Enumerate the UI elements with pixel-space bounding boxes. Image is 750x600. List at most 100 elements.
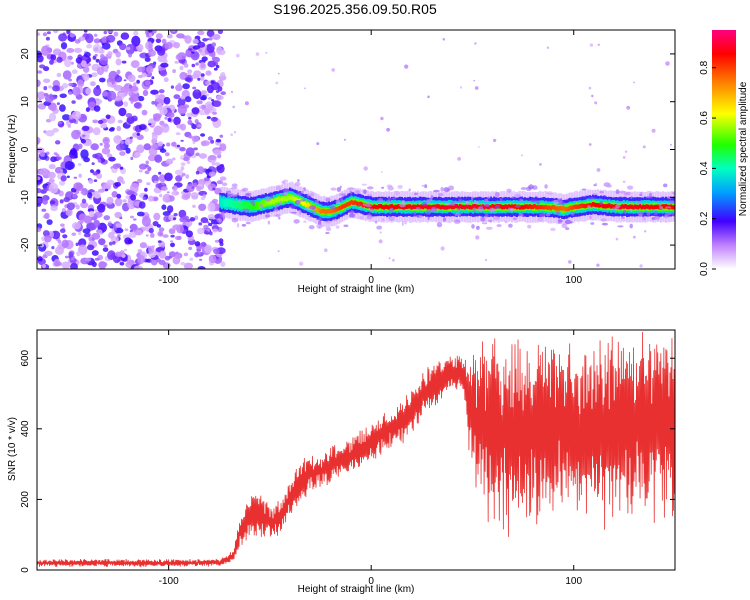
signal-band-cell bbox=[470, 205, 473, 210]
noise-blob bbox=[94, 54, 98, 57]
noise-blob bbox=[115, 223, 123, 228]
colorbar-label: Normalized spectral amplitude bbox=[738, 81, 749, 216]
signal-band-cell bbox=[335, 207, 339, 212]
noise-speck bbox=[669, 143, 673, 146]
noise-blob bbox=[157, 141, 164, 147]
noise-blob bbox=[103, 143, 110, 149]
noise-blob bbox=[82, 228, 91, 234]
signal-fringe bbox=[546, 191, 554, 195]
signal-band-cell bbox=[583, 204, 587, 209]
noise-blob bbox=[203, 230, 209, 234]
noise-blob bbox=[201, 140, 211, 146]
signal-band-cell bbox=[384, 204, 387, 209]
noise-blob bbox=[78, 213, 88, 222]
signal-fringe bbox=[544, 184, 548, 189]
noise-blob bbox=[62, 234, 68, 239]
signal-band-cell bbox=[577, 204, 580, 209]
signal-fringe bbox=[514, 193, 521, 198]
noise-blob bbox=[162, 211, 171, 217]
noise-blob bbox=[208, 37, 213, 41]
signal-fringe bbox=[454, 212, 462, 217]
signal-band-cell bbox=[280, 197, 284, 202]
noise-blob bbox=[55, 246, 64, 255]
noise-blob bbox=[69, 33, 75, 38]
signal-band-cell bbox=[621, 204, 624, 209]
noise-speck bbox=[588, 143, 592, 146]
signal-fringe bbox=[557, 199, 563, 203]
signal-fringe bbox=[450, 201, 456, 207]
noise-blob bbox=[213, 248, 220, 255]
noise-blob bbox=[107, 30, 114, 33]
noise-blob bbox=[114, 86, 120, 90]
noise-blob bbox=[48, 182, 59, 194]
signal-band-cell bbox=[473, 204, 476, 209]
noise-speck bbox=[277, 72, 280, 75]
noise-blob bbox=[45, 36, 50, 41]
signal-fringe bbox=[427, 216, 430, 221]
signal-fringe bbox=[310, 192, 315, 197]
noise-blob bbox=[179, 71, 188, 80]
noise-speck bbox=[615, 237, 619, 241]
noise-blob bbox=[176, 33, 185, 39]
noise-blob bbox=[172, 69, 177, 74]
signal-band-cell bbox=[502, 205, 505, 210]
noise-blob bbox=[92, 43, 102, 53]
signal-band-cell bbox=[344, 203, 347, 208]
signal-band-cell bbox=[240, 202, 243, 207]
noise-blob bbox=[195, 152, 200, 157]
signal-fringe bbox=[358, 203, 361, 208]
spectrogram-x-label: Height of straight line (km) bbox=[298, 284, 415, 295]
signal-fringe bbox=[307, 193, 310, 198]
signal-band-cell bbox=[629, 204, 632, 209]
noise-blob bbox=[95, 58, 100, 63]
noise-blob bbox=[175, 84, 183, 92]
noise-speck bbox=[331, 68, 336, 72]
noise-blob bbox=[130, 156, 134, 161]
noise-blob bbox=[68, 251, 74, 258]
noise-blob bbox=[44, 250, 53, 256]
signal-fringe bbox=[424, 212, 431, 215]
noise-blob bbox=[205, 70, 212, 76]
noise-blob bbox=[197, 227, 205, 235]
noise-blob bbox=[170, 85, 174, 89]
noise-blob bbox=[59, 199, 64, 204]
signal-fringe bbox=[413, 211, 417, 217]
noise-blob bbox=[114, 75, 123, 83]
noise-speck bbox=[457, 157, 461, 161]
signal-fringe bbox=[537, 217, 543, 222]
noise-blob bbox=[145, 160, 149, 165]
noise-blob bbox=[177, 104, 187, 115]
noise-blob bbox=[96, 229, 103, 234]
noise-blob bbox=[119, 43, 127, 51]
noise-blob bbox=[141, 216, 151, 227]
noise-blob bbox=[172, 256, 181, 265]
noise-speck bbox=[304, 87, 306, 90]
signal-band-cell bbox=[452, 204, 455, 210]
noise-blob bbox=[92, 153, 98, 159]
noise-blob bbox=[194, 241, 201, 247]
signal-fringe bbox=[653, 211, 658, 216]
noise-blob bbox=[207, 202, 216, 212]
spectrogram-marks bbox=[37, 30, 675, 269]
noise-blob bbox=[180, 95, 185, 100]
noise-blob bbox=[198, 183, 203, 187]
noise-blob bbox=[210, 139, 215, 144]
noise-blob bbox=[128, 53, 133, 58]
colorbar-gradient bbox=[712, 30, 736, 269]
noise-blob bbox=[75, 204, 80, 210]
signal-band-cell bbox=[230, 201, 233, 206]
noise-blob bbox=[107, 250, 116, 261]
signal-band-cell bbox=[460, 204, 463, 210]
noise-blob bbox=[133, 82, 137, 87]
noise-speck bbox=[474, 42, 477, 45]
signal-band-cell bbox=[462, 204, 465, 210]
signal-band-cell bbox=[545, 204, 548, 210]
noise-blob bbox=[107, 90, 117, 101]
noise-blob bbox=[37, 196, 44, 205]
noise-blob bbox=[61, 239, 69, 248]
signal-band-cell bbox=[423, 204, 426, 209]
signal-fringe bbox=[388, 216, 395, 221]
noise-blob bbox=[166, 142, 171, 147]
noise-blob bbox=[60, 175, 67, 182]
noise-blob bbox=[160, 186, 168, 191]
